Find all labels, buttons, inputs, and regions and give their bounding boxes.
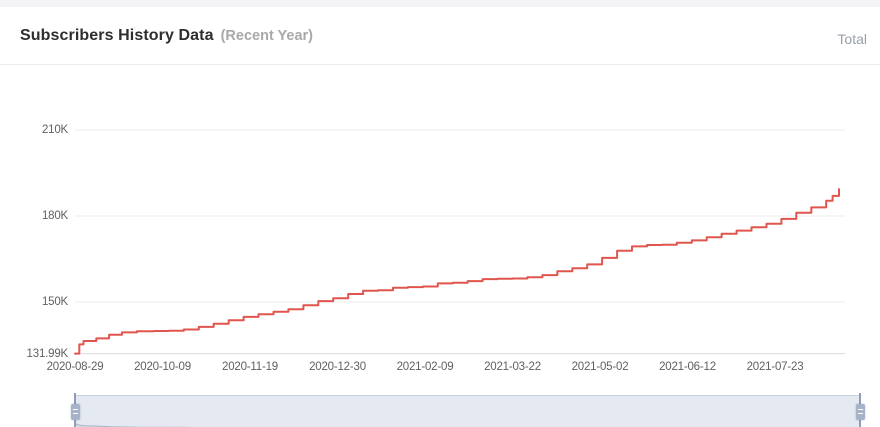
y-axis-label: 150K [41,296,68,308]
page-title: Subscribers History Data [20,27,214,44]
y-axis-label: 210K [41,124,68,136]
datazoom-left-handle[interactable] [70,393,80,427]
legend-item-total[interactable]: Total [837,31,867,47]
datazoom-track[interactable] [75,395,860,427]
page-subtitle: (Recent Year) [220,28,314,44]
total-series-line [74,188,840,355]
x-axis-label: 2020-11-19 [222,361,278,373]
datazoom-left-grip-icon[interactable] [70,404,80,420]
x-axis-label: 2021-05-02 [571,361,629,373]
x-axis-label: 2021-06-12 [659,361,716,373]
x-axis-label: 2020-10-09 [134,361,191,373]
x-axis-label: 2021-02-09 [396,361,454,373]
datazoom-mini-chart [75,423,192,427]
x-axis-label: 2021-03-22 [484,361,541,373]
x-axis-label: 2020-08-29 [46,361,104,373]
datazoom-right-handle[interactable] [855,393,865,427]
datazoom-right-grip-icon[interactable] [855,404,865,420]
y-axis-label: 180K [41,210,68,222]
x-axis-label: 2020-12-30 [309,361,366,373]
datazoom-slider[interactable] [70,393,865,427]
page-top-strip [0,0,880,7]
y-axis-label: 131.99K [26,347,69,360]
x-axis-label: 2021-07-23 [746,361,804,373]
chart-header: Subscribers History Data (Recent Year) To… [0,7,880,64]
header-divider [0,64,880,65]
title-wrap: Subscribers History Data (Recent Year) [20,27,313,45]
